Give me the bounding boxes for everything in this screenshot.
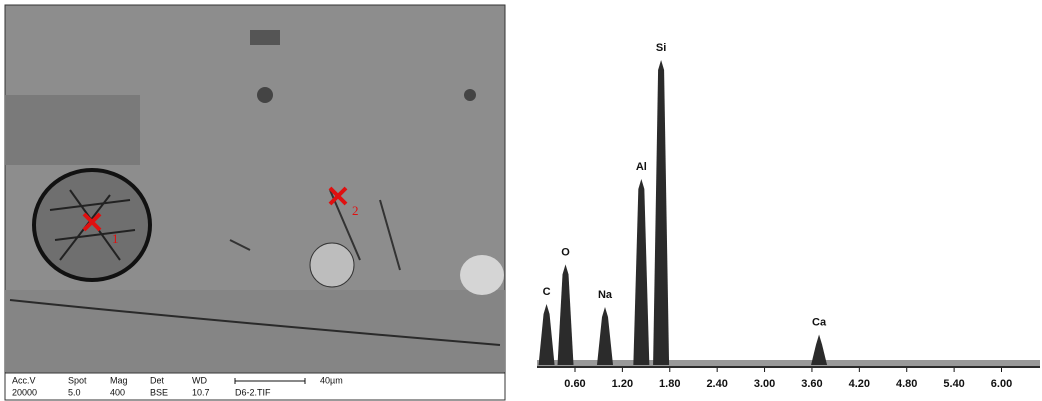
info-header: WD bbox=[192, 375, 207, 385]
x-tick-label: 1.20 bbox=[612, 378, 633, 390]
peak-label: Ca bbox=[812, 316, 827, 328]
x-tick-label: 3.60 bbox=[801, 378, 822, 390]
marker-label: 1 bbox=[112, 231, 119, 246]
peak bbox=[558, 264, 574, 365]
info-header: Spot bbox=[68, 375, 87, 385]
info-value: D6-2.TIF bbox=[235, 387, 271, 397]
info-value: BSE bbox=[150, 387, 168, 397]
info-value: 400 bbox=[110, 387, 125, 397]
info-value: 5.0 bbox=[68, 387, 81, 397]
page: 1 2 Acc.V Spot Mag Det WD 20000 5.0 400 … bbox=[0, 0, 1042, 401]
info-value: 10.7 bbox=[192, 387, 210, 397]
baseline bbox=[537, 366, 1040, 368]
x-tick-label: 4.80 bbox=[896, 378, 917, 390]
peak-label: Al bbox=[636, 161, 647, 173]
peak bbox=[811, 335, 827, 366]
peak-label: Si bbox=[656, 42, 666, 54]
peak bbox=[633, 179, 649, 365]
peak bbox=[653, 60, 669, 365]
info-header: Mag bbox=[110, 375, 128, 385]
peak bbox=[539, 304, 555, 365]
info-header: Acc.V bbox=[12, 375, 36, 385]
x-tick-label: 3.00 bbox=[754, 378, 775, 390]
info-bar: Acc.V Spot Mag Det WD 20000 5.0 400 BSE … bbox=[5, 373, 505, 400]
peak-label: O bbox=[561, 246, 570, 258]
info-header: Det bbox=[150, 375, 165, 385]
figure: 1 2 Acc.V Spot Mag Det WD 20000 5.0 400 … bbox=[0, 0, 1042, 401]
peak-label: C bbox=[543, 286, 551, 298]
sem-image: 1 2 bbox=[5, 5, 505, 373]
x-tick-label: 4.20 bbox=[849, 378, 870, 390]
x-tick-label: 6.00 bbox=[991, 378, 1012, 390]
marker-label: 2 bbox=[352, 203, 359, 218]
peak bbox=[597, 307, 613, 365]
x-tick-label: 1.80 bbox=[659, 378, 680, 390]
info-value: 20000 bbox=[12, 387, 37, 397]
x-tick-label: 2.40 bbox=[706, 378, 727, 390]
scale-bar-label: 40µm bbox=[320, 375, 343, 385]
x-tick-label: 5.40 bbox=[943, 378, 964, 390]
peak-label: Na bbox=[598, 289, 613, 301]
x-tick-label: 0.60 bbox=[564, 378, 585, 390]
